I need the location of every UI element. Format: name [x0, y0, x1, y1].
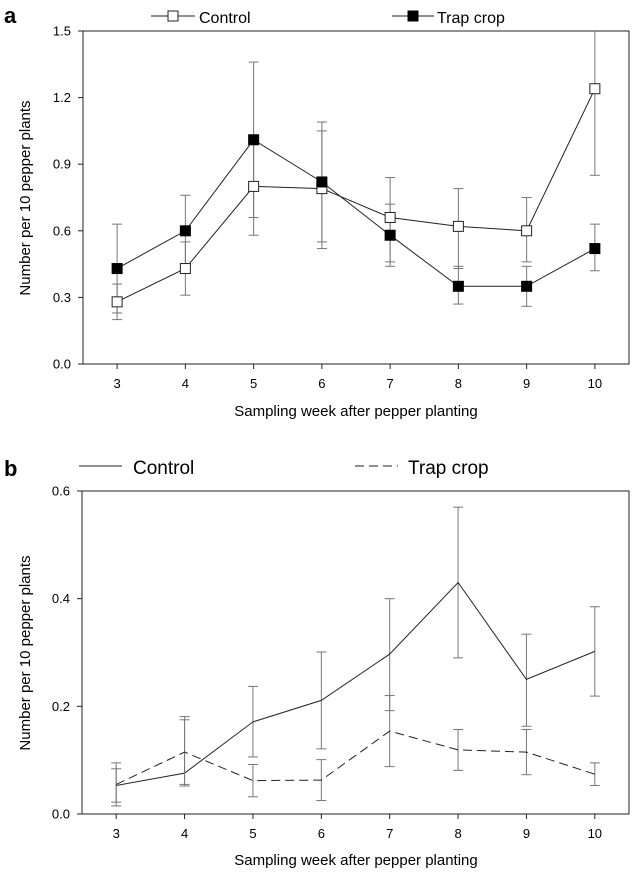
panel-b: b Control Trap crop 0.0 0.2 0.4 0.6 3 4 5 6 7 8 9… [4, 456, 630, 869]
control-series-line [116, 88, 596, 303]
x-tick-label: 4 [182, 376, 189, 391]
panel-b-x-axis-title: Sampling week after pepper planting [234, 852, 478, 869]
legend-b-control-label: Control [133, 458, 194, 479]
trap-crop-point [111, 263, 123, 275]
x-tick-label: 10 [588, 376, 602, 391]
control-point [179, 263, 191, 275]
trap-crop-point [589, 243, 601, 255]
y-tick-label: 1.5 [53, 24, 71, 39]
panel-a-series [111, 31, 601, 321]
legend-a-control-label: Control [199, 10, 251, 27]
y-tick-label: 0.0 [53, 357, 71, 372]
y-tick-label: 0.2 [52, 699, 70, 714]
legend-a-trap-marker [407, 10, 419, 22]
control-point [248, 180, 260, 192]
x-tick-label: 5 [250, 376, 257, 391]
trap-crop-point [316, 176, 328, 188]
y-tick-label: 0.6 [52, 484, 70, 499]
control-point [521, 225, 533, 237]
y-tick-label: 0.6 [53, 223, 71, 238]
panel-a-plot-frame [82, 30, 630, 365]
x-tick-label: 6 [318, 826, 325, 841]
control-point [111, 296, 123, 308]
x-tick-label: 3 [113, 826, 120, 841]
panel-a: a Control Trap crop 0.0 0.3 0.6 0.9 1.2 1.5 3… [4, 3, 630, 420]
y-tick-label: 1.2 [53, 90, 71, 105]
panel-a-x-axis: 3 4 5 6 7 8 9 10 [114, 364, 602, 391]
x-tick-label: 9 [523, 376, 530, 391]
x-tick-label: 8 [455, 376, 462, 391]
legend-a-trap-label: Trap crop [437, 10, 505, 27]
panel-b-y-axis: 0.0 0.2 0.4 0.6 [52, 484, 82, 822]
panel-b-legend: Control Trap crop [79, 458, 489, 479]
panel-b-x-axis: 3 4 5 6 7 8 9 10 [113, 814, 602, 841]
panel-b-plot-frame [81, 490, 630, 815]
legend-b-trap-label: Trap crop [408, 458, 489, 479]
legend-a-control-marker [167, 10, 179, 22]
x-tick-label: 5 [249, 826, 256, 841]
x-tick-label: 7 [386, 826, 393, 841]
x-tick-label: 9 [523, 826, 530, 841]
panel-a-letter: a [4, 3, 17, 28]
y-tick-label: 0.4 [52, 591, 70, 606]
panel-b-y-axis-title: Number per 10 pepper plants [17, 555, 34, 750]
x-tick-label: 3 [114, 376, 121, 391]
panel-b-series [111, 506, 600, 807]
trap-crop-point [452, 280, 464, 292]
panel-a-x-axis-title: Sampling week after pepper planting [234, 403, 478, 420]
trap-crop-point [384, 229, 396, 241]
y-tick-label: 0.0 [52, 807, 70, 822]
x-tick-label: 7 [387, 376, 394, 391]
control-point [589, 83, 601, 95]
x-tick-label: 6 [318, 376, 325, 391]
trap-crop-point [248, 134, 260, 146]
trap-crop-series-line [115, 730, 595, 785]
trap-crop-point [521, 280, 533, 292]
x-tick-label: 8 [454, 826, 461, 841]
control-point [384, 211, 396, 223]
control-point [452, 220, 464, 232]
panel-a-y-axis-title: Number per 10 pepper plants [17, 100, 34, 295]
panel-b-letter: b [4, 456, 17, 481]
x-tick-label: 4 [181, 826, 188, 841]
y-tick-label: 0.3 [53, 290, 71, 305]
trap-crop-point [179, 225, 191, 237]
panel-a-y-axis: 0.0 0.3 0.6 0.9 1.2 1.5 [53, 24, 83, 372]
x-tick-label: 10 [588, 826, 602, 841]
panel-a-legend: Control Trap crop [151, 10, 505, 27]
control-series-line [116, 581, 595, 786]
y-tick-label: 0.9 [53, 157, 71, 172]
trap-crop-series-line [116, 139, 596, 287]
